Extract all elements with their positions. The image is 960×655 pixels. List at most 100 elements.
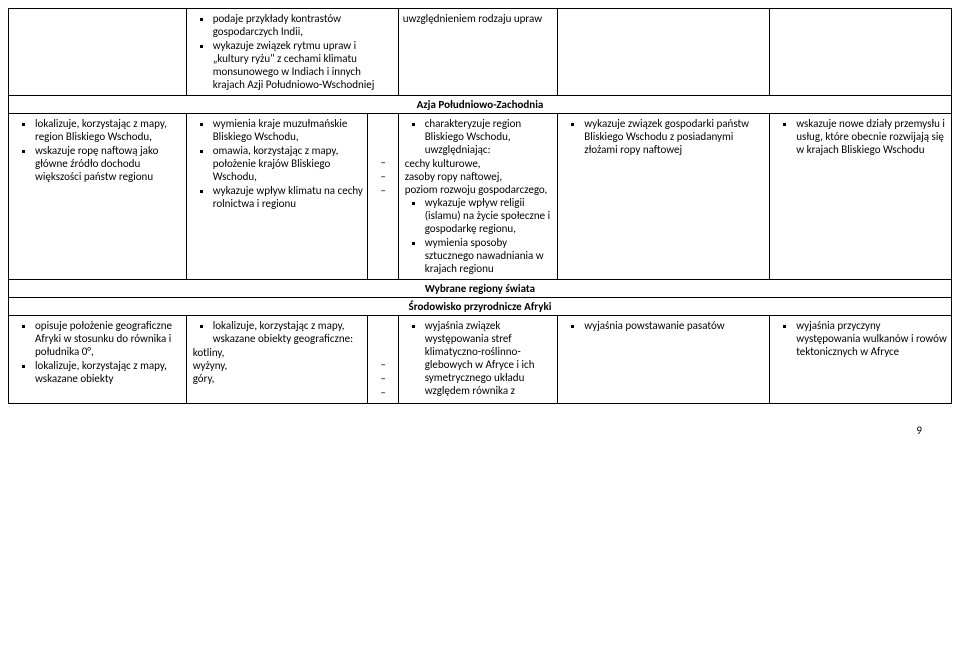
cell: – – – xyxy=(368,316,398,404)
plain-list: cechy kulturowe, zasoby ropy naftowej, p… xyxy=(403,157,554,196)
item-text: wyjaśnia powstawanie pasatów xyxy=(584,319,724,332)
list-item: wskazuje nowe działy przemysłu i usług, … xyxy=(796,117,947,156)
bullet-list: lokalizuje, korzystając z mapy, region B… xyxy=(13,117,182,183)
cell xyxy=(770,9,952,96)
dash-mark: – xyxy=(380,170,385,183)
item-text: wskazuje ropę naftową jako główne źródło… xyxy=(35,144,158,183)
list-item: podaje przykłady kontrastów gospodarczyc… xyxy=(213,12,394,38)
item-text: lokalizuje, korzystając z mapy, wskazane… xyxy=(213,319,353,345)
item-text: góry, xyxy=(193,372,364,385)
list-item: – xyxy=(380,170,393,183)
item-text: wykazuje wpływ religii (islamu) na życie… xyxy=(425,196,550,235)
item-text: wykazuje wpływ klimatu na cechy rolnictw… xyxy=(213,184,363,210)
bullet-list: wykazuje związek gospodarki państw Blisk… xyxy=(562,117,765,156)
bullet-list: podaje przykłady kontrastów gospodarczyc… xyxy=(191,12,394,91)
dash-list: – – – xyxy=(372,156,393,197)
item-text: wyżyny, xyxy=(193,359,364,372)
section-title: Azja Południowo-Zachodnia xyxy=(417,98,544,111)
list-item: wykazuje wpływ religii (islamu) na życie… xyxy=(425,196,554,235)
cell xyxy=(9,9,187,96)
table-row: lokalizuje, korzystając z mapy, region B… xyxy=(9,114,952,280)
item-text: opisuje położenie geograficzne Afryki w … xyxy=(35,319,172,358)
table-row: opisuje położenie geograficzne Afryki w … xyxy=(9,316,952,404)
list-item: wykazuje związek rytmu upraw i „kultury … xyxy=(213,39,394,91)
list-item: opisuje położenie geograficzne Afryki w … xyxy=(35,319,182,358)
item-text: lokalizuje, korzystając z mapy, wskazane… xyxy=(35,359,167,385)
section-header: Środowisko przyrodnicze Afryki xyxy=(9,298,952,316)
section-header: Wybrane regiony świata xyxy=(9,280,952,298)
section-header: Azja Południowo-Zachodnia xyxy=(9,96,952,114)
list-item: – xyxy=(380,184,393,197)
cell: lokalizuje, korzystając z mapy, region B… xyxy=(9,114,187,280)
cell: charakteryzuje region Bliskiego Wschodu,… xyxy=(398,114,558,280)
bullet-list: wyjaśnia przyczyny występowania wulkanów… xyxy=(774,319,947,358)
bullet-list: wykazuje wpływ religii (islamu) na życie… xyxy=(403,196,554,275)
dash-list: – – – xyxy=(372,358,393,399)
cell: wymienia kraje muzułmańskie Bliskiego Ws… xyxy=(186,114,368,280)
cell: opisuje położenie geograficzne Afryki w … xyxy=(9,316,187,404)
list-item: charakteryzuje region Bliskiego Wschodu,… xyxy=(425,117,554,156)
cell: wskazuje nowe działy przemysłu i usług, … xyxy=(770,114,952,280)
dash-mark: – xyxy=(380,358,385,371)
dash-mark: – xyxy=(380,156,385,169)
section-header-row: Azja Południowo-Zachodnia xyxy=(9,96,952,114)
section-title: Środowisko przyrodnicze Afryki xyxy=(409,300,552,313)
bullet-list: wyjaśnia powstawanie pasatów xyxy=(562,319,765,332)
list-item: – xyxy=(380,156,393,169)
item-text: wyjaśnia związek występowania stref klim… xyxy=(425,319,535,397)
bullet-list: charakteryzuje region Bliskiego Wschodu,… xyxy=(403,117,554,156)
bullet-list: wymienia kraje muzułmańskie Bliskiego Ws… xyxy=(191,117,364,210)
item-text: zasoby ropy naftowej, xyxy=(405,170,554,183)
list-item: wyjaśnia powstawanie pasatów xyxy=(584,319,765,332)
list-item: lokalizuje, korzystając z mapy, wskazane… xyxy=(35,359,182,385)
plain-list: kotliny, wyżyny, góry, xyxy=(191,346,364,385)
item-text: charakteryzuje region Bliskiego Wschodu,… xyxy=(425,117,521,156)
cell: uwzględnieniem rodzaju upraw xyxy=(398,9,558,96)
list-item: wyjaśnia przyczyny występowania wulkanów… xyxy=(796,319,947,358)
page-number-text: 9 xyxy=(916,424,922,437)
bullet-list: wskazuje nowe działy przemysłu i usług, … xyxy=(774,117,947,156)
dash-mark: – xyxy=(380,372,385,385)
cell: – – – xyxy=(368,114,398,280)
cell: wyjaśnia powstawanie pasatów xyxy=(558,316,770,404)
item-text: wyjaśnia przyczyny występowania wulkanów… xyxy=(796,319,947,358)
section-title: Wybrane regiony świata xyxy=(425,282,535,295)
list-item: lokalizuje, korzystając z mapy, wskazane… xyxy=(213,319,364,345)
item-text: omawia, korzystając z mapy, położenie kr… xyxy=(213,144,339,183)
list-item: wymienia kraje muzułmańskie Bliskiego Ws… xyxy=(213,117,364,143)
section-header-row: Środowisko przyrodnicze Afryki xyxy=(9,298,952,316)
list-item: wskazuje ropę naftową jako główne źródło… xyxy=(35,144,182,183)
cell: lokalizuje, korzystając z mapy, wskazane… xyxy=(186,316,368,404)
cell: wyjaśnia przyczyny występowania wulkanów… xyxy=(770,316,952,404)
item-text: kotliny, xyxy=(193,346,364,359)
list-item: – xyxy=(380,358,393,371)
item-text: poziom rozwoju gospodarczego, xyxy=(405,183,554,196)
cell: wykazuje związek gospodarki państw Blisk… xyxy=(558,114,770,280)
bullet-list: opisuje położenie geograficzne Afryki w … xyxy=(13,319,182,385)
list-item: wykazuje związek gospodarki państw Blisk… xyxy=(584,117,765,156)
list-item: wyjaśnia związek występowania stref klim… xyxy=(425,319,554,397)
item-text: wymienia kraje muzułmańskie Bliskiego Ws… xyxy=(213,117,348,143)
item-text: cechy kulturowe, xyxy=(405,157,554,170)
page-number: 9 xyxy=(8,404,952,437)
list-item: wymienia sposoby sztucznego nawadniania … xyxy=(425,236,554,275)
cell: podaje przykłady kontrastów gospodarczyc… xyxy=(186,9,398,96)
list-item: wykazuje wpływ klimatu na cechy rolnictw… xyxy=(213,184,364,210)
dash-mark: – xyxy=(380,386,385,399)
curriculum-table: podaje przykłady kontrastów gospodarczyc… xyxy=(8,8,952,404)
list-item: – xyxy=(380,386,393,399)
item-text: wymienia sposoby sztucznego nawadniania … xyxy=(425,236,544,275)
bullet-list: wyjaśnia związek występowania stref klim… xyxy=(403,319,554,397)
bullet-list: lokalizuje, korzystając z mapy, wskazane… xyxy=(191,319,364,345)
item-text: podaje przykłady kontrastów gospodarczyc… xyxy=(213,12,341,38)
cell: wyjaśnia związek występowania stref klim… xyxy=(398,316,558,404)
list-item: omawia, korzystając z mapy, położenie kr… xyxy=(213,144,364,183)
cell-text: uwzględnieniem rodzaju upraw xyxy=(403,12,542,25)
item-text: lokalizuje, korzystając z mapy, region B… xyxy=(35,117,167,143)
item-text: wskazuje nowe działy przemysłu i usług, … xyxy=(796,117,945,156)
item-text: wykazuje związek gospodarki państw Blisk… xyxy=(584,117,749,156)
list-item: lokalizuje, korzystając z mapy, region B… xyxy=(35,117,182,143)
item-text: wykazuje związek rytmu upraw i „kultury … xyxy=(213,39,375,91)
cell xyxy=(558,9,770,96)
table-row: podaje przykłady kontrastów gospodarczyc… xyxy=(9,9,952,96)
